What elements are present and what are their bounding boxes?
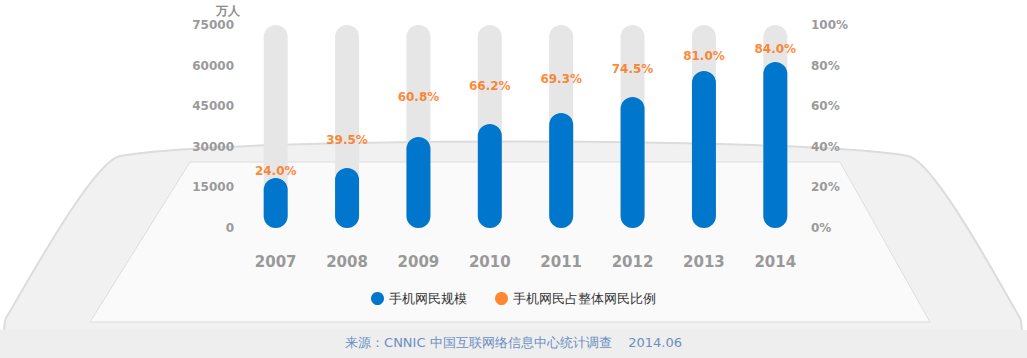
- svg-text:84.0%: 84.0%: [754, 42, 796, 56]
- svg-text:2009: 2009: [398, 253, 440, 271]
- svg-text:60000: 60000: [192, 59, 234, 73]
- svg-text:60%: 60%: [811, 99, 840, 113]
- svg-text:2012: 2012: [612, 253, 654, 271]
- svg-text:100%: 100%: [811, 18, 848, 32]
- svg-text:74.5%: 74.5%: [612, 62, 654, 76]
- svg-text:20%: 20%: [811, 180, 840, 194]
- svg-text:45000: 45000: [192, 99, 234, 113]
- svg-text:30000: 30000: [192, 140, 234, 154]
- svg-text:80%: 80%: [811, 59, 840, 73]
- svg-text:2014: 2014: [754, 253, 796, 271]
- svg-text:66.2%: 66.2%: [469, 79, 511, 93]
- svg-text:手机网民规模: 手机网民规模: [389, 291, 467, 306]
- svg-text:60.8%: 60.8%: [398, 90, 440, 104]
- svg-text:40%: 40%: [811, 140, 840, 154]
- svg-text:手机网民占整体网民比例: 手机网民占整体网民比例: [513, 291, 656, 306]
- svg-text:2013: 2013: [683, 253, 725, 271]
- svg-text:万人: 万人: [215, 4, 241, 18]
- svg-text:2010: 2010: [469, 253, 511, 271]
- svg-text:来源：CNNIC 中国互联网络信息中心统计调查 201: 来源：CNNIC 中国互联网络信息中心统计调查 2014.06: [345, 335, 682, 350]
- svg-text:2007: 2007: [255, 253, 297, 271]
- svg-text:15000: 15000: [192, 180, 234, 194]
- svg-text:2011: 2011: [540, 253, 582, 271]
- svg-text:24.0%: 24.0%: [255, 164, 297, 178]
- svg-text:69.3%: 69.3%: [540, 72, 582, 86]
- svg-text:81.0%: 81.0%: [683, 49, 725, 63]
- svg-text:0%: 0%: [811, 221, 831, 235]
- svg-text:2008: 2008: [326, 253, 368, 271]
- svg-text:39.5%: 39.5%: [326, 133, 368, 147]
- svg-text:0: 0: [226, 221, 234, 235]
- svg-text:75000: 75000: [192, 18, 234, 32]
